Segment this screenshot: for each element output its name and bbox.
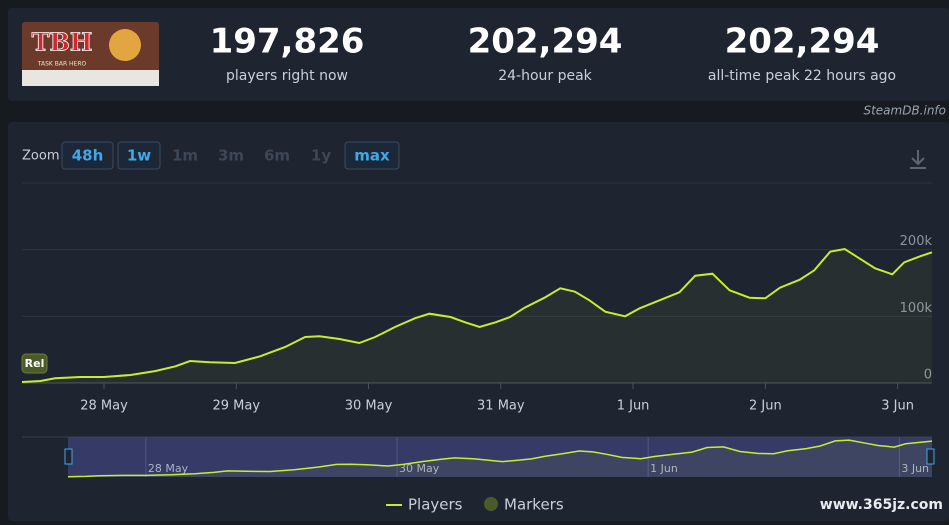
stat-label: all-time peak 22 hours ago xyxy=(708,68,896,84)
source: SteamDB.info xyxy=(863,104,946,118)
navigator-handle[interactable] xyxy=(64,448,73,465)
x-tick-label: 29 May xyxy=(212,399,260,414)
navigator-line-area xyxy=(68,440,932,477)
stat-label: 24-hour peak xyxy=(498,68,592,84)
annotation-flag xyxy=(21,353,48,374)
x-tick-label: 31 May xyxy=(477,399,525,414)
legend-label: Players xyxy=(408,496,463,514)
stat-value: 202,294 xyxy=(725,22,880,62)
zoom-button[interactable] xyxy=(117,141,161,170)
legend-label: Markers xyxy=(504,496,564,514)
x-tick-label: 3 Jun xyxy=(881,399,914,414)
zoom-option[interactable]: 1m xyxy=(172,147,198,165)
stat-label: players right now xyxy=(226,68,348,84)
x-tick-label: 30 May xyxy=(345,399,393,414)
players-line xyxy=(21,247,933,383)
zoom-label: Zoom xyxy=(22,149,59,164)
zoom-option[interactable]: 48h xyxy=(72,147,104,165)
zoom-option[interactable]: max xyxy=(354,147,390,165)
stat-value: 197,826 xyxy=(210,22,365,62)
watermark: www.365jz.com xyxy=(820,497,943,513)
navigator-line xyxy=(67,439,933,478)
download-glyph xyxy=(910,150,926,169)
x-tick-label: 2 Jun xyxy=(749,399,782,414)
zoom-option[interactable]: 6m xyxy=(264,147,290,165)
logo-strip xyxy=(22,70,159,86)
legend-marker xyxy=(484,497,498,511)
logo-text: TBH xyxy=(32,28,93,57)
x-tick-label: 1 Jun xyxy=(617,399,650,414)
navigator-label: 3 Jun xyxy=(901,462,929,475)
zoom-button[interactable] xyxy=(61,141,114,170)
stats-panel xyxy=(8,8,949,101)
zoom-option[interactable]: 1w xyxy=(127,147,151,165)
players-line-area xyxy=(22,249,932,383)
annotation-text: Rel xyxy=(25,357,45,370)
navigator-handle[interactable] xyxy=(926,448,935,465)
x-tick-label: 28 May xyxy=(80,399,128,414)
logo-hero xyxy=(109,29,141,61)
chart-panel xyxy=(8,122,949,521)
zoom-option[interactable]: 1y xyxy=(311,147,331,165)
download-icon[interactable] xyxy=(910,150,926,169)
y-tick-label: 100k xyxy=(900,301,933,316)
navigator-label: 1 Jun xyxy=(650,462,678,475)
navigator-window xyxy=(68,437,932,477)
logo-subtitle: TASK BAR HERO xyxy=(37,61,87,68)
y-tick-label: 0 xyxy=(924,368,932,383)
navigator-label: 30 May xyxy=(399,462,440,475)
zoom-option[interactable]: 3m xyxy=(218,147,244,165)
y-tick-label: 200k xyxy=(900,234,933,249)
zoom-button[interactable] xyxy=(344,141,400,170)
navigator-label: 28 May xyxy=(148,462,189,475)
stat-value: 202,294 xyxy=(468,22,623,62)
